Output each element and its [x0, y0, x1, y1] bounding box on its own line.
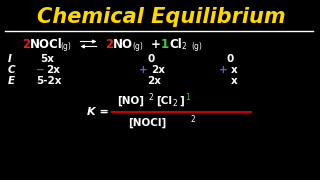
Text: 2: 2	[148, 93, 153, 102]
Text: (g): (g)	[61, 42, 71, 51]
Text: NO: NO	[113, 37, 133, 51]
Text: K =: K =	[87, 107, 109, 117]
Text: [Cl: [Cl	[156, 96, 172, 106]
Text: E: E	[8, 76, 15, 86]
Text: 0: 0	[227, 54, 234, 64]
Text: x: x	[231, 65, 237, 75]
Text: 2: 2	[173, 99, 178, 108]
Text: 2x: 2x	[147, 76, 161, 86]
Text: 2: 2	[191, 114, 196, 123]
Text: 2: 2	[22, 37, 30, 51]
Text: [NO]: [NO]	[117, 96, 144, 106]
Text: 2x: 2x	[151, 65, 165, 75]
Text: 1: 1	[161, 37, 169, 51]
Text: +: +	[219, 65, 228, 75]
Text: 2x: 2x	[46, 65, 60, 75]
Text: 2: 2	[182, 42, 187, 51]
Text: I: I	[8, 54, 12, 64]
Text: Cl: Cl	[169, 37, 182, 51]
Text: x: x	[231, 76, 237, 86]
Text: +: +	[151, 37, 161, 51]
Text: ]: ]	[179, 96, 184, 106]
Text: [NOCl]: [NOCl]	[128, 118, 166, 128]
Text: 0: 0	[147, 54, 154, 64]
Text: +: +	[139, 65, 148, 75]
Text: 5x: 5x	[40, 54, 54, 64]
Text: −: −	[36, 65, 44, 75]
Text: C: C	[8, 65, 16, 75]
Text: (g): (g)	[191, 42, 202, 51]
Text: 2: 2	[105, 37, 114, 51]
Text: 5-2x: 5-2x	[36, 76, 61, 86]
Text: 1: 1	[185, 93, 190, 102]
Text: Chemical Equilibrium: Chemical Equilibrium	[37, 7, 285, 27]
Text: (g): (g)	[132, 42, 143, 51]
Text: NOCl: NOCl	[30, 37, 63, 51]
